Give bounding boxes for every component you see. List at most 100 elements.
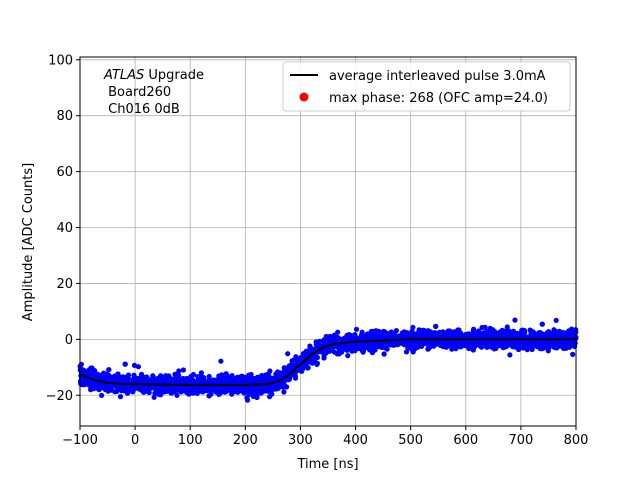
sample-point [123,384,129,391]
atlas-annotation: ATLAS Upgrade Board260 Ch016 0dB [103,68,204,117]
sample-point [369,349,375,356]
x-tick-label: 0 [131,433,139,448]
sample-point [267,368,273,374]
sample-point [314,360,320,366]
sample-point [87,372,93,378]
sample-point [482,324,488,330]
annotation-rest: Upgrade [144,68,204,83]
sample-point [108,376,114,382]
sample-point [433,323,439,329]
sample-point [429,339,435,345]
x-tick-label: 700 [508,433,533,448]
sample-point [384,330,390,336]
sample-point [565,329,571,335]
sample-point [529,346,535,352]
sample-point [349,342,355,348]
sample-point [286,376,293,382]
sample-point [547,331,553,337]
sample-point [117,394,124,400]
sample-point [480,333,486,339]
y-tick-label: 40 [56,221,73,236]
sample-point [219,372,225,378]
sample-point [525,343,532,349]
sample-point [467,344,474,350]
sample-point [194,390,200,396]
sample-point [130,377,136,383]
sample-point [420,327,427,333]
sample-point [245,397,251,403]
sample-point [249,378,255,384]
sample-point [458,344,464,350]
x-tick-label: −100 [62,433,98,448]
sample-point [528,340,534,346]
sample-point [206,373,212,380]
sample-point [224,388,230,394]
sample-point [379,344,385,350]
legend-marker-swatch [299,92,309,102]
sample-point [531,330,537,336]
sample-point [406,333,412,339]
sample-point [393,328,399,334]
y-axis-label: Amplitude [ADC Counts] [21,163,36,321]
x-tick-label: 400 [343,433,368,448]
x-ticks: −100 0 100 200 300 400 500 600 700 800 [62,426,588,448]
sample-point [307,344,313,350]
y-tick-label: 0 [65,333,73,348]
sample-point [269,391,275,397]
sample-point [151,394,157,400]
sample-point [472,340,479,346]
sample-point [281,389,287,395]
sample-point [180,367,186,373]
sample-point [341,335,347,341]
sample-point [347,332,354,339]
sample-point [570,351,576,357]
sample-point [444,340,450,347]
sample-point [186,391,192,397]
sample-point [504,324,510,330]
sample-point [437,342,444,348]
y-tick-label: 20 [56,277,73,292]
sample-point [124,390,131,396]
sample-point [281,365,287,371]
y-ticks: −20 0 20 40 60 80 100 [46,53,80,404]
sample-point [433,333,439,339]
sample-point [257,388,263,394]
sample-point [161,388,167,394]
sample-point [243,377,249,384]
sample-point [285,351,291,357]
sample-point [353,326,360,332]
sample-point [388,329,394,335]
sample-point [135,364,141,370]
sample-point [80,367,86,373]
sample-point [387,335,393,341]
sample-point [121,376,127,382]
average-pulse-line [79,338,576,386]
sample-point [125,374,131,380]
sample-point [302,361,308,367]
sample-point [211,377,217,383]
sample-point [294,357,300,363]
sample-point [321,355,327,361]
sample-point [453,339,459,345]
sample-point [487,329,493,335]
sample-point [117,384,123,390]
sample-point [260,375,266,381]
y-tick-label: 100 [48,53,73,68]
x-tick-label: 100 [178,433,203,448]
sample-point [539,342,546,348]
sample-point [522,329,528,335]
sample-point [489,344,495,350]
sample-point [507,352,513,358]
sample-point [142,389,148,395]
sample-point [218,358,224,364]
sample-point [532,341,538,347]
sample-point [313,342,319,348]
annotation-italic: ATLAS [103,68,144,83]
sample-point [89,365,95,371]
sample-point [519,340,526,346]
sample-point [78,381,84,387]
annotation-line2: Board260 [104,85,171,100]
sample-point [91,371,97,377]
sample-point [273,386,279,392]
